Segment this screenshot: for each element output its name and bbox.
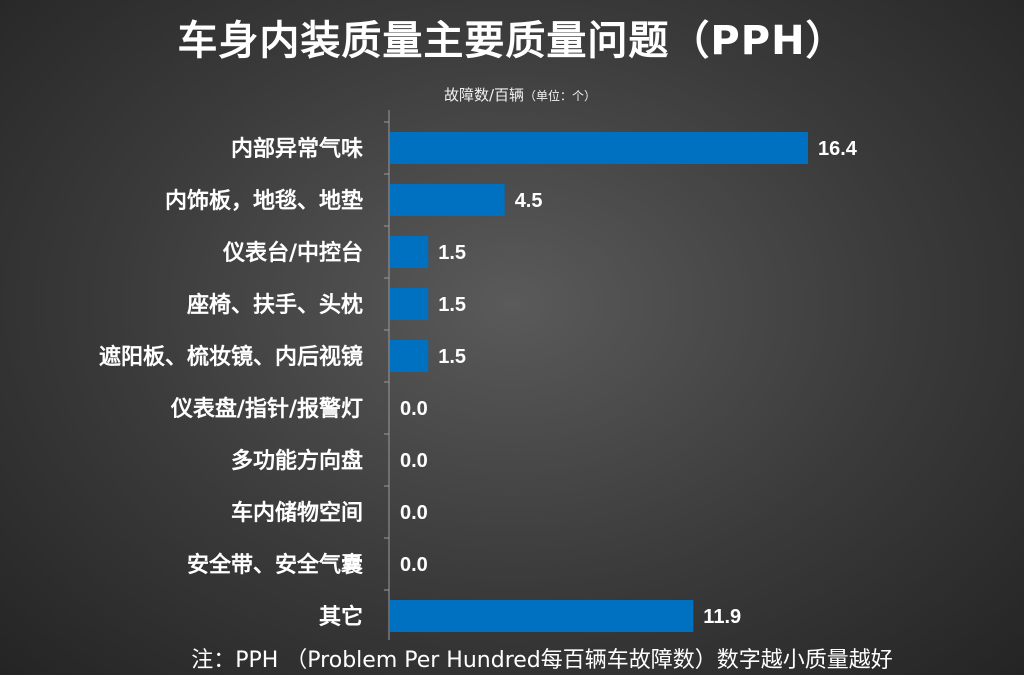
category-label: 内部异常气味	[231, 136, 363, 162]
data-label: 4.5	[515, 190, 543, 212]
data-label: 1.5	[438, 294, 466, 316]
unit-label-note: （单位：个）	[524, 89, 597, 103]
bar-chart: 内部异常气味 16.4 内饰板，地毯、地垫 4.5 仪表台/中控台 1.5 座椅、扶手、头枕…	[99, 110, 858, 640]
data-label: 0.0	[400, 554, 428, 576]
category-label: 其它	[319, 604, 363, 630]
data-label: 1.5	[438, 346, 466, 368]
category-label: 安全带、安全气囊	[187, 552, 363, 578]
category-label: 仪表台/中控台	[222, 240, 363, 266]
category-label: 内饰板，地毯、地垫	[165, 188, 363, 214]
category-label: 仪表盘/指针/报警灯	[170, 396, 363, 422]
bar	[390, 236, 429, 268]
unit-label-main: 故障数/百辆	[443, 86, 525, 104]
bar	[390, 288, 429, 320]
bar	[390, 340, 429, 372]
bar	[390, 132, 808, 164]
category-label: 遮阳板、梳妆镜、内后视镜	[99, 344, 363, 370]
bar	[390, 600, 694, 632]
data-label: 1.5	[438, 242, 466, 264]
footnote: 注：PPH （Problem Per Hundred每百辆车故障数）数字越小质量…	[191, 648, 893, 673]
data-label: 0.0	[400, 502, 428, 524]
category-label: 座椅、扶手、头枕	[187, 292, 363, 318]
data-label: 0.0	[400, 450, 428, 472]
bar	[390, 184, 505, 216]
category-label: 车内储物空间	[231, 500, 363, 526]
data-label: 0.0	[400, 398, 428, 420]
category-label: 多功能方向盘	[231, 448, 363, 474]
chart-title: 车身内装质量主要质量问题（PPH）	[177, 18, 847, 64]
data-label: 11.9	[703, 606, 741, 628]
unit-label: 故障数/百辆（单位：个）	[390, 84, 650, 105]
data-label: 16.4	[818, 138, 858, 160]
